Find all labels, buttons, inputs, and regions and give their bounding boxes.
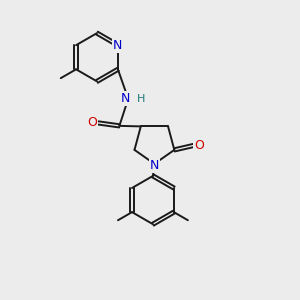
Text: H: H	[136, 94, 145, 104]
Text: O: O	[87, 116, 97, 129]
Text: O: O	[194, 139, 204, 152]
Text: N: N	[150, 159, 159, 172]
Text: N: N	[120, 92, 130, 105]
Text: N: N	[113, 39, 123, 52]
